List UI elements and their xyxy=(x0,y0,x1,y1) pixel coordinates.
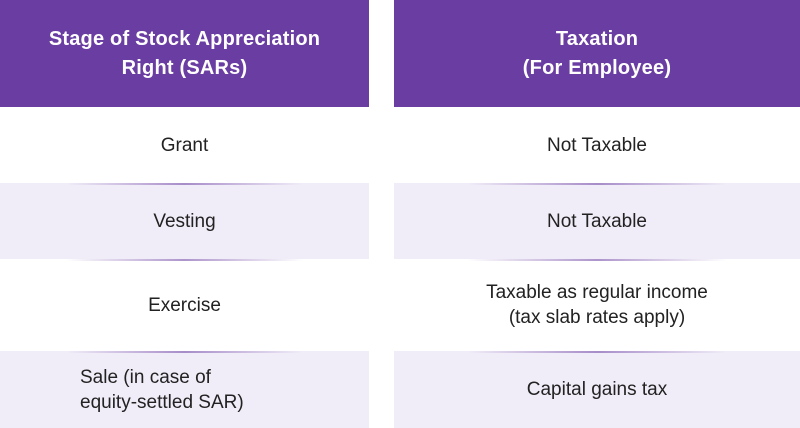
stage-cell-grant: Grant xyxy=(0,107,369,183)
stage-column-header: Stage of Stock Appreciation Right (SARs) xyxy=(0,0,369,107)
row-divider xyxy=(66,183,303,185)
stage-cell-vesting: Vesting xyxy=(0,183,369,259)
stage-label: Exercise xyxy=(148,294,221,316)
row-divider xyxy=(467,183,727,185)
stage-cell-sale: Sale (in case of equity-settled SAR) xyxy=(0,351,369,428)
stage-cell-exercise: Exercise xyxy=(0,259,369,351)
taxation-label: Taxable as regular income (tax slab rate… xyxy=(486,282,708,328)
stage-label: Vesting xyxy=(153,210,216,232)
row-divider xyxy=(467,259,727,261)
taxation-label: Not Taxable xyxy=(547,210,647,232)
taxation-cell-sale: Capital gains tax xyxy=(394,351,800,428)
stage-label: Sale (in case of equity-settled SAR) xyxy=(80,366,244,413)
taxation-cell-grant: Not Taxable xyxy=(394,107,800,183)
taxation-cell-vesting: Not Taxable xyxy=(394,183,800,259)
taxation-column-header: Taxation (For Employee) xyxy=(394,0,800,107)
taxation-label: Not Taxable xyxy=(547,134,647,156)
stage-label: Grant xyxy=(160,134,209,156)
taxation-cell-exercise: Taxable as regular income (tax slab rate… xyxy=(394,259,800,351)
taxation-column: Taxation (For Employee) Not Taxable Not … xyxy=(394,0,800,428)
row-divider xyxy=(66,259,303,261)
taxation-label: Capital gains tax xyxy=(526,379,668,400)
stage-column: Stage of Stock Appreciation Right (SARs)… xyxy=(0,0,369,428)
row-divider xyxy=(467,351,727,353)
row-divider xyxy=(66,351,303,353)
